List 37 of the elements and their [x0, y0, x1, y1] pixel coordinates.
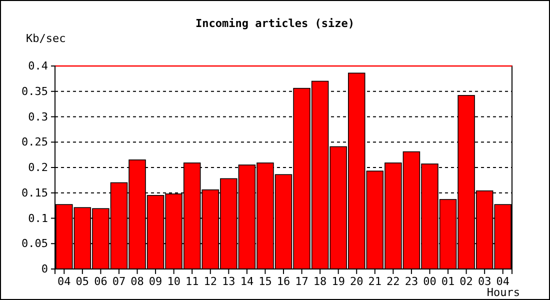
- x-tick-label: 04: [496, 274, 510, 288]
- x-tick-label: 18: [313, 274, 327, 288]
- y-tick-label: 0.4: [28, 60, 48, 73]
- x-axis-title: Hours: [486, 286, 520, 299]
- x-tick-label: 15: [258, 274, 272, 288]
- x-tick-label: 17: [295, 274, 308, 288]
- x-tick-label: 04: [58, 274, 72, 288]
- x-tick-label: 12: [204, 274, 218, 288]
- y-tick-label: 0.05: [22, 237, 48, 250]
- x-tick-label: 03: [478, 274, 492, 288]
- y-axis-title: Kb/sec: [26, 32, 66, 45]
- x-tick-label: 11: [185, 274, 199, 288]
- x-tick-label: 21: [368, 274, 382, 288]
- chart-title: Incoming articles (size): [196, 17, 354, 30]
- y-tick-label: 0.25: [22, 136, 48, 149]
- x-tick-label: 23: [404, 274, 418, 288]
- y-tick-label: 0.3: [28, 110, 48, 124]
- x-tick-label: 09: [148, 274, 162, 288]
- x-tick-label: 20: [350, 274, 364, 288]
- x-tick-label: 14: [240, 274, 254, 288]
- y-tick-label: 0.35: [22, 84, 48, 98]
- x-tick-label: 05: [76, 274, 90, 288]
- x-tick-label: 00: [423, 274, 436, 288]
- x-tick-label: 16: [276, 274, 290, 288]
- y-tick-label: 0.2: [28, 161, 48, 174]
- x-tick-label: 22: [386, 274, 400, 288]
- x-tick-label: 08: [130, 274, 144, 288]
- x-tick-label: 02: [460, 274, 473, 288]
- x-tick-label: 10: [167, 274, 180, 288]
- y-tick-label: 0: [41, 262, 48, 276]
- y-tick-label: 0.15: [22, 186, 48, 200]
- x-tick-label: 07: [112, 274, 126, 288]
- x-tick-label: 19: [332, 274, 345, 288]
- x-tick-label: 13: [222, 274, 236, 288]
- x-tick-label: 06: [94, 274, 108, 288]
- x-tick-label: 01: [441, 274, 455, 288]
- y-tick-label: 0.1: [28, 212, 48, 225]
